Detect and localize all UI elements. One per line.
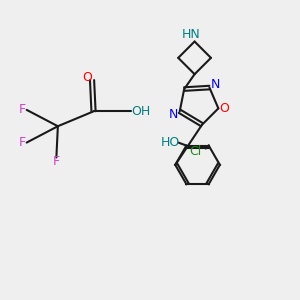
Text: O: O [219,102,229,115]
Text: N: N [211,77,220,91]
Text: O: O [82,71,92,84]
Text: HN: HN [182,28,201,41]
Text: Cl: Cl [189,145,202,158]
Text: F: F [19,103,26,116]
Text: OH: OH [131,105,151,118]
Text: F: F [19,136,26,149]
Text: HO: HO [160,136,180,149]
Text: N: N [169,108,178,121]
Text: F: F [53,155,60,168]
